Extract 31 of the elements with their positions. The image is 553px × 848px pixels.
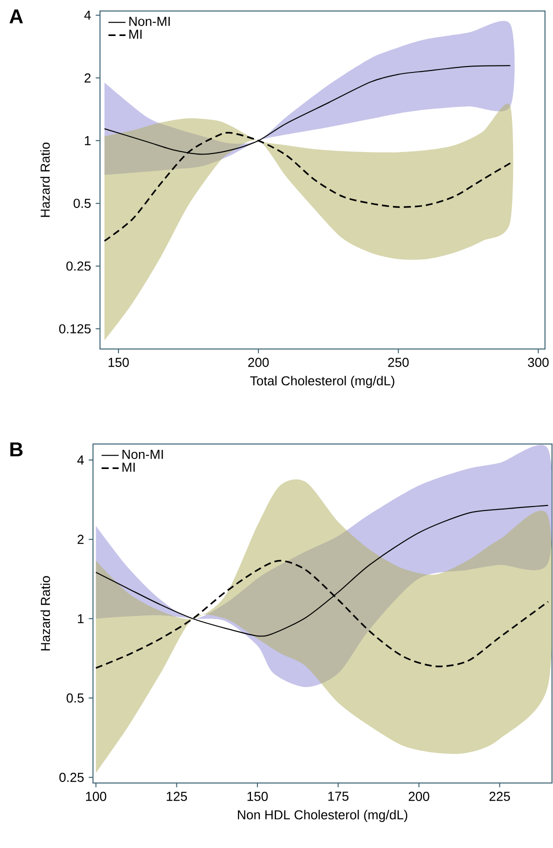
x-tick-label: 100 — [86, 792, 106, 801]
chart-title: B — [10, 442, 22, 456]
x-axis-title: Non HDL Cholesterol (mg/dL) — [238, 810, 408, 822]
x-tick-label: 250 — [388, 358, 408, 367]
x-tick-label: 225 — [489, 792, 510, 801]
x-tick-label: 150 — [247, 792, 268, 801]
y-tick-label: 4 — [77, 456, 84, 464]
legend-label: Non-MI — [122, 450, 163, 459]
y-tick-label: 4 — [84, 10, 91, 20]
legend-label: MI — [129, 30, 142, 39]
y-axis-title: Hazard Ratio — [40, 576, 50, 650]
y-tick-label: 0.25 — [59, 772, 84, 782]
x-tick-label: 300 — [528, 358, 548, 367]
x-tick-label: 175 — [328, 792, 348, 801]
y-tick-label: 0.125 — [58, 324, 90, 334]
y-tick-label: 2 — [84, 73, 90, 82]
legend-label: MI — [122, 462, 134, 472]
y-tick-label: 0.5 — [66, 693, 84, 703]
legend-label: Non-MI — [129, 16, 170, 26]
x-tick-label: 200 — [408, 792, 430, 801]
y-tick-label: 2 — [77, 534, 84, 544]
x-tick-label: 125 — [166, 792, 187, 801]
x-tick-label: 200 — [248, 358, 269, 367]
chart-title: A — [9, 10, 23, 24]
x-axis-title: Total Cholesterol (mg/dL) — [250, 376, 394, 388]
y-tick-label: 0.5 — [73, 198, 90, 208]
y-tick-label: 1 — [78, 614, 84, 624]
y-tick-label: 0.25 — [66, 261, 90, 271]
y-tick-label: 1 — [84, 136, 90, 146]
x-tick-label: 150 — [108, 358, 129, 367]
y-axis-title: Hazard Ratio — [40, 142, 50, 217]
